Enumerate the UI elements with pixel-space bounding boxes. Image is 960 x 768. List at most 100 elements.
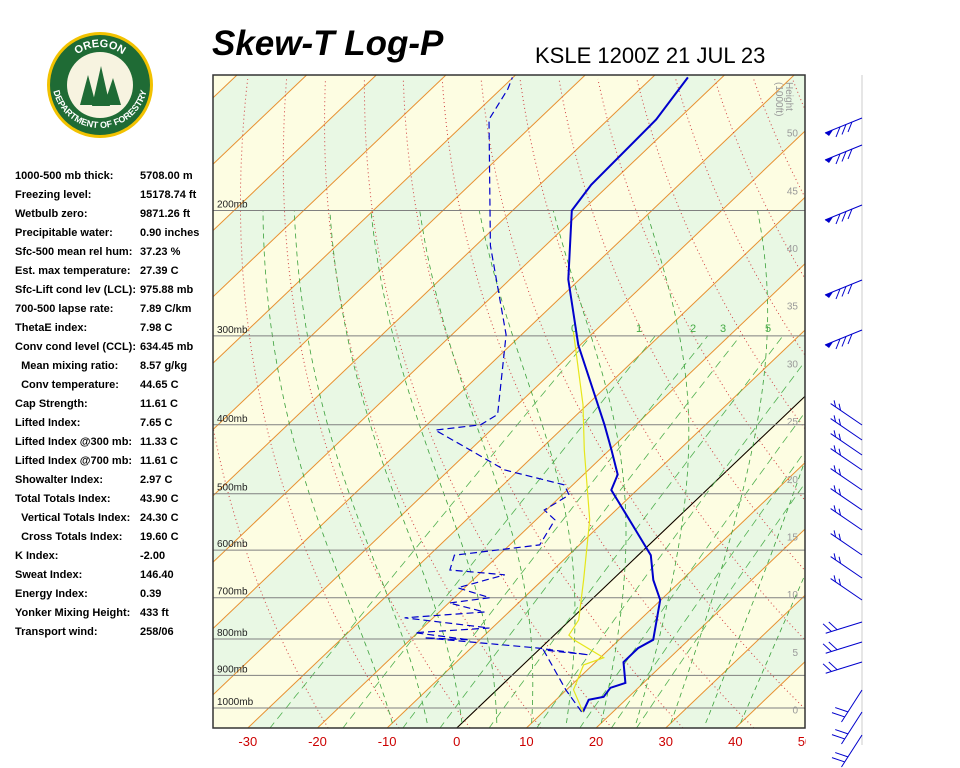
stat-value: 2.97 C bbox=[140, 474, 172, 486]
barb bbox=[847, 283, 853, 295]
stat-label: Conv cond level (CCL): bbox=[15, 341, 136, 353]
stat-value: 7.98 C bbox=[140, 322, 172, 334]
isotherm bbox=[317, 262, 805, 728]
mixing-ratio-line bbox=[439, 335, 741, 728]
pressure-label: 600mb bbox=[217, 539, 248, 550]
pressure-label: 900mb bbox=[217, 664, 248, 675]
stat-label: Conv temperature: bbox=[15, 379, 119, 391]
moist-adiabat bbox=[670, 210, 769, 724]
x-tick-label: 10 bbox=[519, 734, 533, 749]
isotherm bbox=[213, 75, 447, 298]
stat-label: Cross Totals Index: bbox=[15, 531, 122, 543]
x-tick-label: 0 bbox=[453, 734, 460, 749]
barb bbox=[841, 336, 847, 347]
barb bbox=[822, 623, 832, 632]
moist-adiabat bbox=[293, 210, 428, 724]
stat-label: Freezing level: bbox=[15, 189, 91, 201]
stat-value: -2.00 bbox=[140, 550, 165, 562]
barb bbox=[841, 151, 847, 162]
stat-value: 15178.74 ft bbox=[140, 189, 197, 201]
barb bbox=[831, 734, 845, 740]
x-tick-label: -10 bbox=[378, 734, 397, 749]
moist-adiabat bbox=[552, 210, 627, 724]
stat-label: Mean mixing ratio: bbox=[15, 360, 118, 372]
barb bbox=[841, 286, 847, 297]
barb bbox=[841, 211, 847, 222]
barb-staff bbox=[830, 403, 863, 426]
barb bbox=[833, 400, 837, 408]
barb-staff bbox=[825, 621, 863, 634]
barb bbox=[841, 124, 847, 135]
height-tick-label: 40 bbox=[787, 244, 799, 255]
barb-staff bbox=[824, 329, 863, 346]
moist-adiabat bbox=[740, 573, 805, 724]
barb-staff bbox=[824, 144, 863, 161]
stats-table: 1000-500 mb thick: 5708.00 m Freezing leve… bbox=[15, 170, 199, 638]
barb bbox=[833, 415, 837, 423]
barb bbox=[833, 553, 837, 561]
stat-label: Precipitable water: bbox=[15, 227, 113, 239]
barb bbox=[847, 208, 853, 220]
stat-value: 5708.00 m bbox=[140, 170, 193, 182]
barb bbox=[838, 556, 842, 564]
height-axis-label: (1000ft) bbox=[773, 82, 784, 116]
isotherm bbox=[875, 75, 960, 728]
stat-value: 11.33 C bbox=[140, 436, 178, 448]
stat-label: Transport wind: bbox=[15, 626, 98, 638]
pressure-label: 200mb bbox=[217, 200, 248, 211]
barb-staff bbox=[830, 433, 863, 456]
x-axis: -30 -20 -10 0 10 20 30 40 50 bbox=[238, 734, 812, 749]
dry-adiabat bbox=[402, 78, 684, 728]
barb-staff bbox=[830, 533, 863, 556]
mixing-ratio-label: 0 bbox=[571, 323, 577, 335]
mixing-ratio-line bbox=[488, 335, 784, 728]
isotherm bbox=[213, 75, 586, 431]
dry-adiabat bbox=[282, 78, 471, 728]
barb-staff bbox=[824, 204, 863, 221]
temperature-band bbox=[875, 75, 960, 728]
barb bbox=[835, 707, 849, 713]
barb bbox=[835, 729, 849, 735]
barb bbox=[838, 578, 842, 586]
x-tick-label: 30 bbox=[658, 734, 672, 749]
mixing-ratio-line bbox=[269, 335, 592, 728]
barb bbox=[847, 148, 853, 160]
barb-staff bbox=[830, 418, 863, 441]
temperature-band bbox=[213, 75, 805, 695]
stat-value: 24.30 C bbox=[140, 512, 179, 524]
isotherm bbox=[386, 329, 805, 728]
stat-label: ThetaE index: bbox=[15, 322, 87, 334]
barb bbox=[833, 575, 837, 583]
sounding-line bbox=[404, 77, 589, 713]
dry-adiabat bbox=[831, 79, 960, 728]
dry-adiabat bbox=[792, 78, 805, 111]
barb bbox=[838, 508, 842, 516]
stat-label: Lifted Index @300 mb: bbox=[15, 436, 132, 448]
temperature-band bbox=[213, 131, 805, 728]
isotherm bbox=[944, 75, 960, 728]
barb bbox=[835, 752, 849, 758]
barb bbox=[822, 663, 832, 672]
stat-value: 258/06 bbox=[140, 626, 174, 638]
stat-label: Yonker Mixing Height: bbox=[15, 607, 130, 619]
stat-label: Wetbulb zero: bbox=[15, 208, 88, 220]
mixing-ratio-line bbox=[536, 360, 805, 728]
pressure-label: 300mb bbox=[217, 325, 248, 336]
dry-adiabat bbox=[870, 79, 960, 728]
barb-staff bbox=[825, 641, 863, 654]
isotherm bbox=[804, 727, 805, 728]
barb-staff bbox=[841, 689, 863, 723]
barb bbox=[833, 530, 837, 538]
height-tick-label: 45 bbox=[787, 186, 799, 197]
barb-staff bbox=[824, 279, 863, 296]
x-tick-label: 50 bbox=[798, 734, 812, 749]
x-tick-label: 20 bbox=[589, 734, 603, 749]
stat-value: 11.61 C bbox=[140, 455, 178, 467]
wind-barbs bbox=[822, 117, 863, 768]
isotherm bbox=[213, 75, 656, 497]
stat-label: Total Totals Index: bbox=[15, 493, 111, 505]
moist-adiabat bbox=[635, 210, 690, 724]
mixing-ratio-line bbox=[402, 335, 709, 728]
logo-tree bbox=[92, 66, 110, 106]
